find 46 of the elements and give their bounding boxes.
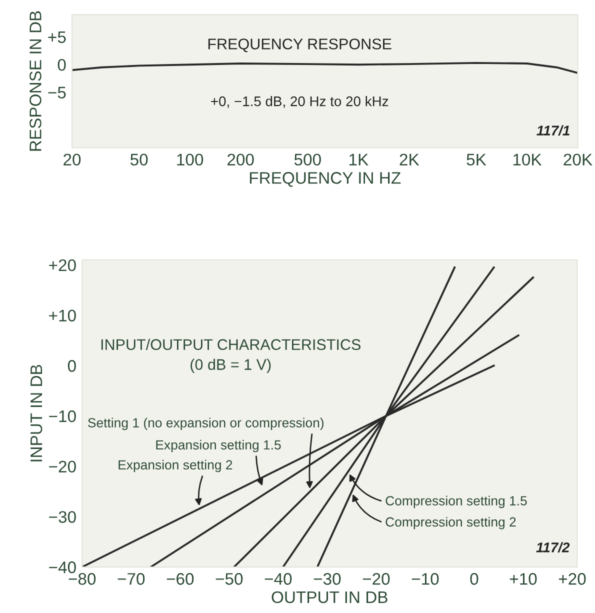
x-tick-label: 50 (130, 154, 148, 166)
x-tick-label: 0 (470, 573, 478, 585)
annotation: Setting 1 (no expansion or compression) (88, 418, 324, 430)
x-tick-label: 1K (349, 154, 368, 166)
y-axis-title: INPUT IN DB (30, 364, 42, 462)
annotation: 117/2 (536, 542, 570, 552)
y-tick-label: +20 (49, 259, 76, 272)
x-tick-label: 20 (64, 154, 81, 166)
x-tick-label: −40 (264, 573, 292, 585)
x-tick-label: +10 (510, 573, 537, 585)
y-tick-label: 0 (58, 58, 66, 71)
y-axis-title: RESPONSE IN DB (30, 11, 42, 151)
x-tick-label: −50 (216, 573, 243, 585)
text: INPUT/OUTPUT CHARACTERISTICS (101, 338, 360, 350)
x-tick-label: 200 (228, 154, 254, 166)
x-tick-label: 100 (177, 154, 204, 166)
x-tick-label: −30 (314, 573, 341, 585)
text: (0 dB = 1 V) (190, 358, 271, 373)
annotation: Compression setting 2 (386, 516, 516, 530)
x-tick-label: −20 (362, 573, 390, 585)
y-tick-label: −20 (49, 460, 76, 473)
x-tick-label: 5K (466, 154, 486, 166)
annotation: Compression setting 1.5 (386, 496, 527, 508)
y-tick-label: −40 (49, 561, 76, 574)
y-tick-label: −10 (49, 410, 76, 422)
x-tick-label: 10K (513, 154, 542, 166)
annotation: Expansion setting 2 (118, 460, 232, 472)
x-tick-label: −60 (166, 573, 194, 585)
x-axis-title: OUTPUT IN DB (272, 591, 388, 604)
y-tick-label: 0 (68, 360, 76, 372)
x-axis-title: FREQUENCY IN HZ (250, 172, 401, 187)
x-tick-label: 2K (400, 154, 420, 166)
annotation: +0, −1.5 dB, 20 Hz to 20 kHz (211, 96, 388, 108)
x-tick-label: −10 (412, 573, 439, 585)
x-tick-label: 500 (294, 154, 321, 166)
x-tick-label: −70 (118, 573, 145, 585)
x-tick-label: +20 (558, 573, 586, 585)
y-tick-label: +5 (48, 31, 66, 44)
annotation: Expansion setting 1.5 (156, 440, 281, 452)
y-tick-label: +10 (49, 310, 76, 322)
x-tick-label: −80 (68, 573, 96, 585)
text: FREQUENCY RESPONSE (208, 38, 392, 52)
x-tick-label: 20K (564, 154, 592, 166)
annotation: 117/1 (536, 125, 570, 136)
y-tick-label: −5 (48, 86, 66, 99)
y-tick-label: −30 (49, 511, 76, 523)
